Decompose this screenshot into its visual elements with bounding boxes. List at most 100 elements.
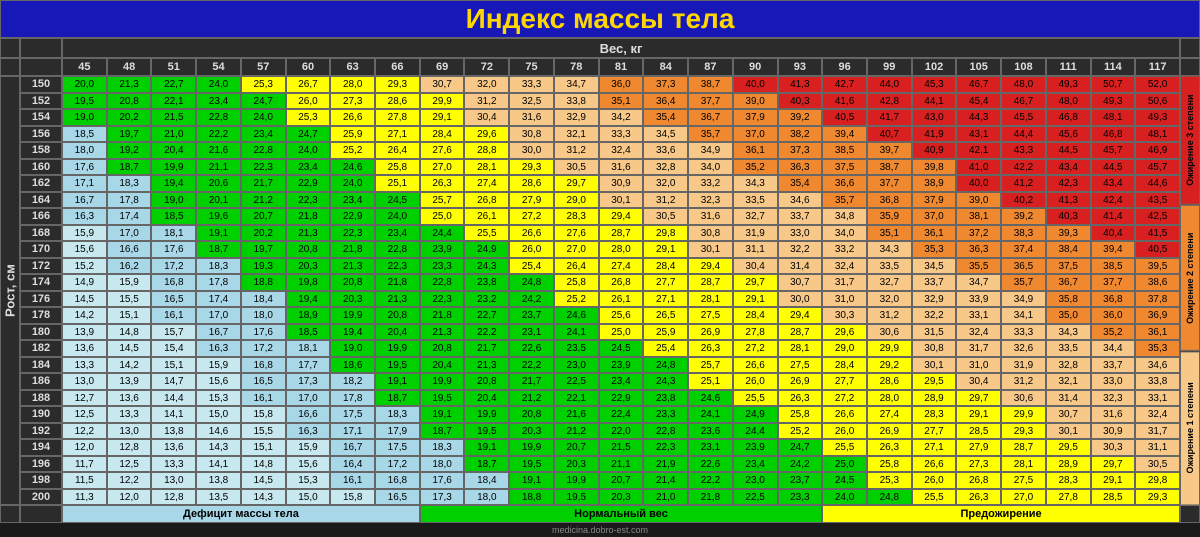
bmi-cell: 35,2 <box>733 159 778 176</box>
bmi-cell: 37,8 <box>1135 291 1180 308</box>
bmi-cell: 22,3 <box>420 291 465 308</box>
bmi-cell: 23,3 <box>778 489 823 506</box>
footer: medicina.dobro-est.com <box>0 523 1200 537</box>
bmi-cell: 23,3 <box>643 406 688 423</box>
bmi-cell: 21,7 <box>464 340 509 357</box>
bmi-cell: 30,0 <box>778 291 823 308</box>
bmi-cell: 40,0 <box>956 175 1001 192</box>
bmi-cell: 34,6 <box>778 192 823 209</box>
bmi-cell: 36,5 <box>1001 258 1046 275</box>
bmi-cell: 17,9 <box>375 423 420 440</box>
bmi-cell: 21,3 <box>420 324 465 341</box>
bmi-cell: 29,7 <box>1091 456 1136 473</box>
side-label-ob1: Ожирение 1 степени <box>1180 351 1200 505</box>
bmi-cell: 34,1 <box>1001 307 1046 324</box>
col-header: 93 <box>778 58 823 76</box>
bmi-cell: 44,5 <box>1046 142 1091 159</box>
bmi-cell: 20,4 <box>420 357 465 374</box>
bmi-cell: 19,7 <box>107 126 152 143</box>
col-header: 57 <box>241 58 286 76</box>
bmi-cell: 14,3 <box>196 439 241 456</box>
bmi-cell: 26,3 <box>688 340 733 357</box>
bmi-cell: 23,4 <box>286 159 331 176</box>
bmi-cell: 28,6 <box>867 373 912 390</box>
bmi-cell: 12,5 <box>62 406 107 423</box>
bmi-cell: 27,0 <box>1001 489 1046 506</box>
row-header: 172 <box>20 258 62 275</box>
bmi-cell: 37,5 <box>1046 258 1091 275</box>
bmi-cell: 31,9 <box>733 225 778 242</box>
bmi-cell: 18,3 <box>107 175 152 192</box>
bmi-cell: 22,0 <box>599 423 644 440</box>
bmi-cell: 14,7 <box>151 373 196 390</box>
bmi-cell: 15,0 <box>286 489 331 506</box>
bmi-cell: 21,5 <box>151 109 196 126</box>
bmi-cell: 39,2 <box>1001 208 1046 225</box>
bmi-cell: 15,3 <box>286 472 331 489</box>
bmi-cell: 22,2 <box>464 324 509 341</box>
bmi-cell: 30,9 <box>1091 423 1136 440</box>
bmi-cell: 26,3 <box>778 390 823 407</box>
bmi-cell: 38,7 <box>688 76 733 93</box>
bmi-cell: 20,6 <box>196 175 241 192</box>
bmi-cell: 36,1 <box>912 225 957 242</box>
bmi-cell: 52,0 <box>1135 76 1180 93</box>
bmi-cell: 16,3 <box>286 423 331 440</box>
bmi-cell: 46,7 <box>956 76 1001 93</box>
bmi-cell: 23,7 <box>509 307 554 324</box>
bmi-cell: 15,8 <box>330 489 375 506</box>
bmi-cell: 14,9 <box>62 274 107 291</box>
bmi-cell: 31,7 <box>822 274 867 291</box>
bmi-cell: 45,4 <box>956 93 1001 110</box>
col-header: 69 <box>420 58 465 76</box>
bmi-cell: 24,0 <box>196 76 241 93</box>
bmi-cell: 27,7 <box>643 274 688 291</box>
bmi-cell: 37,9 <box>912 192 957 209</box>
bmi-cell: 32,7 <box>867 274 912 291</box>
bmi-cell: 29,6 <box>464 126 509 143</box>
row-header: 176 <box>20 291 62 308</box>
row-header: 160 <box>20 159 62 176</box>
bmi-cell: 29,7 <box>733 274 778 291</box>
bmi-cell: 33,5 <box>1046 340 1091 357</box>
bmi-cell: 49,3 <box>1091 93 1136 110</box>
bmi-cell: 37,5 <box>822 159 867 176</box>
row-header: 182 <box>20 340 62 357</box>
bmi-cell: 50,6 <box>1135 93 1180 110</box>
bmi-cell: 16,3 <box>62 208 107 225</box>
bmi-cell: 39,4 <box>822 126 867 143</box>
bmi-cell: 20,1 <box>196 192 241 209</box>
bmi-cell: 30,4 <box>464 109 509 126</box>
bmi-cell: 18,3 <box>420 439 465 456</box>
bmi-cell: 24,5 <box>375 192 420 209</box>
col-header: 111 <box>1046 58 1091 76</box>
bmi-cell: 16,4 <box>330 456 375 473</box>
bmi-cell: 27,2 <box>509 208 554 225</box>
bmi-cell: 27,5 <box>1001 472 1046 489</box>
bmi-cell: 27,5 <box>688 307 733 324</box>
bmi-cell: 41,3 <box>778 76 823 93</box>
bmi-cell: 21,8 <box>420 307 465 324</box>
bmi-cell: 34,8 <box>822 208 867 225</box>
bmi-cell: 30,0 <box>509 142 554 159</box>
bmi-cell: 39,3 <box>1046 225 1091 242</box>
bmi-cell: 31,4 <box>1046 390 1091 407</box>
bmi-cell: 17,2 <box>241 340 286 357</box>
bmi-cell: 24,7 <box>241 93 286 110</box>
bmi-cell: 22,4 <box>599 406 644 423</box>
bmi-cell: 31,6 <box>1091 406 1136 423</box>
bmi-cell: 14,4 <box>151 390 196 407</box>
bmi-cell: 46,9 <box>1135 142 1180 159</box>
bmi-cell: 28,4 <box>822 357 867 374</box>
bmi-cell: 37,3 <box>778 142 823 159</box>
bmi-cell: 11,5 <box>62 472 107 489</box>
bmi-cell: 34,5 <box>912 258 957 275</box>
bmi-cell: 41,4 <box>1091 208 1136 225</box>
bmi-cell: 19,8 <box>286 274 331 291</box>
bmi-cell: 18,2 <box>330 373 375 390</box>
bmi-cell: 38,5 <box>822 142 867 159</box>
bmi-cell: 34,3 <box>1046 324 1091 341</box>
bmi-cell: 34,3 <box>867 241 912 258</box>
bmi-cell: 13,6 <box>62 340 107 357</box>
row-header: 154 <box>20 109 62 126</box>
